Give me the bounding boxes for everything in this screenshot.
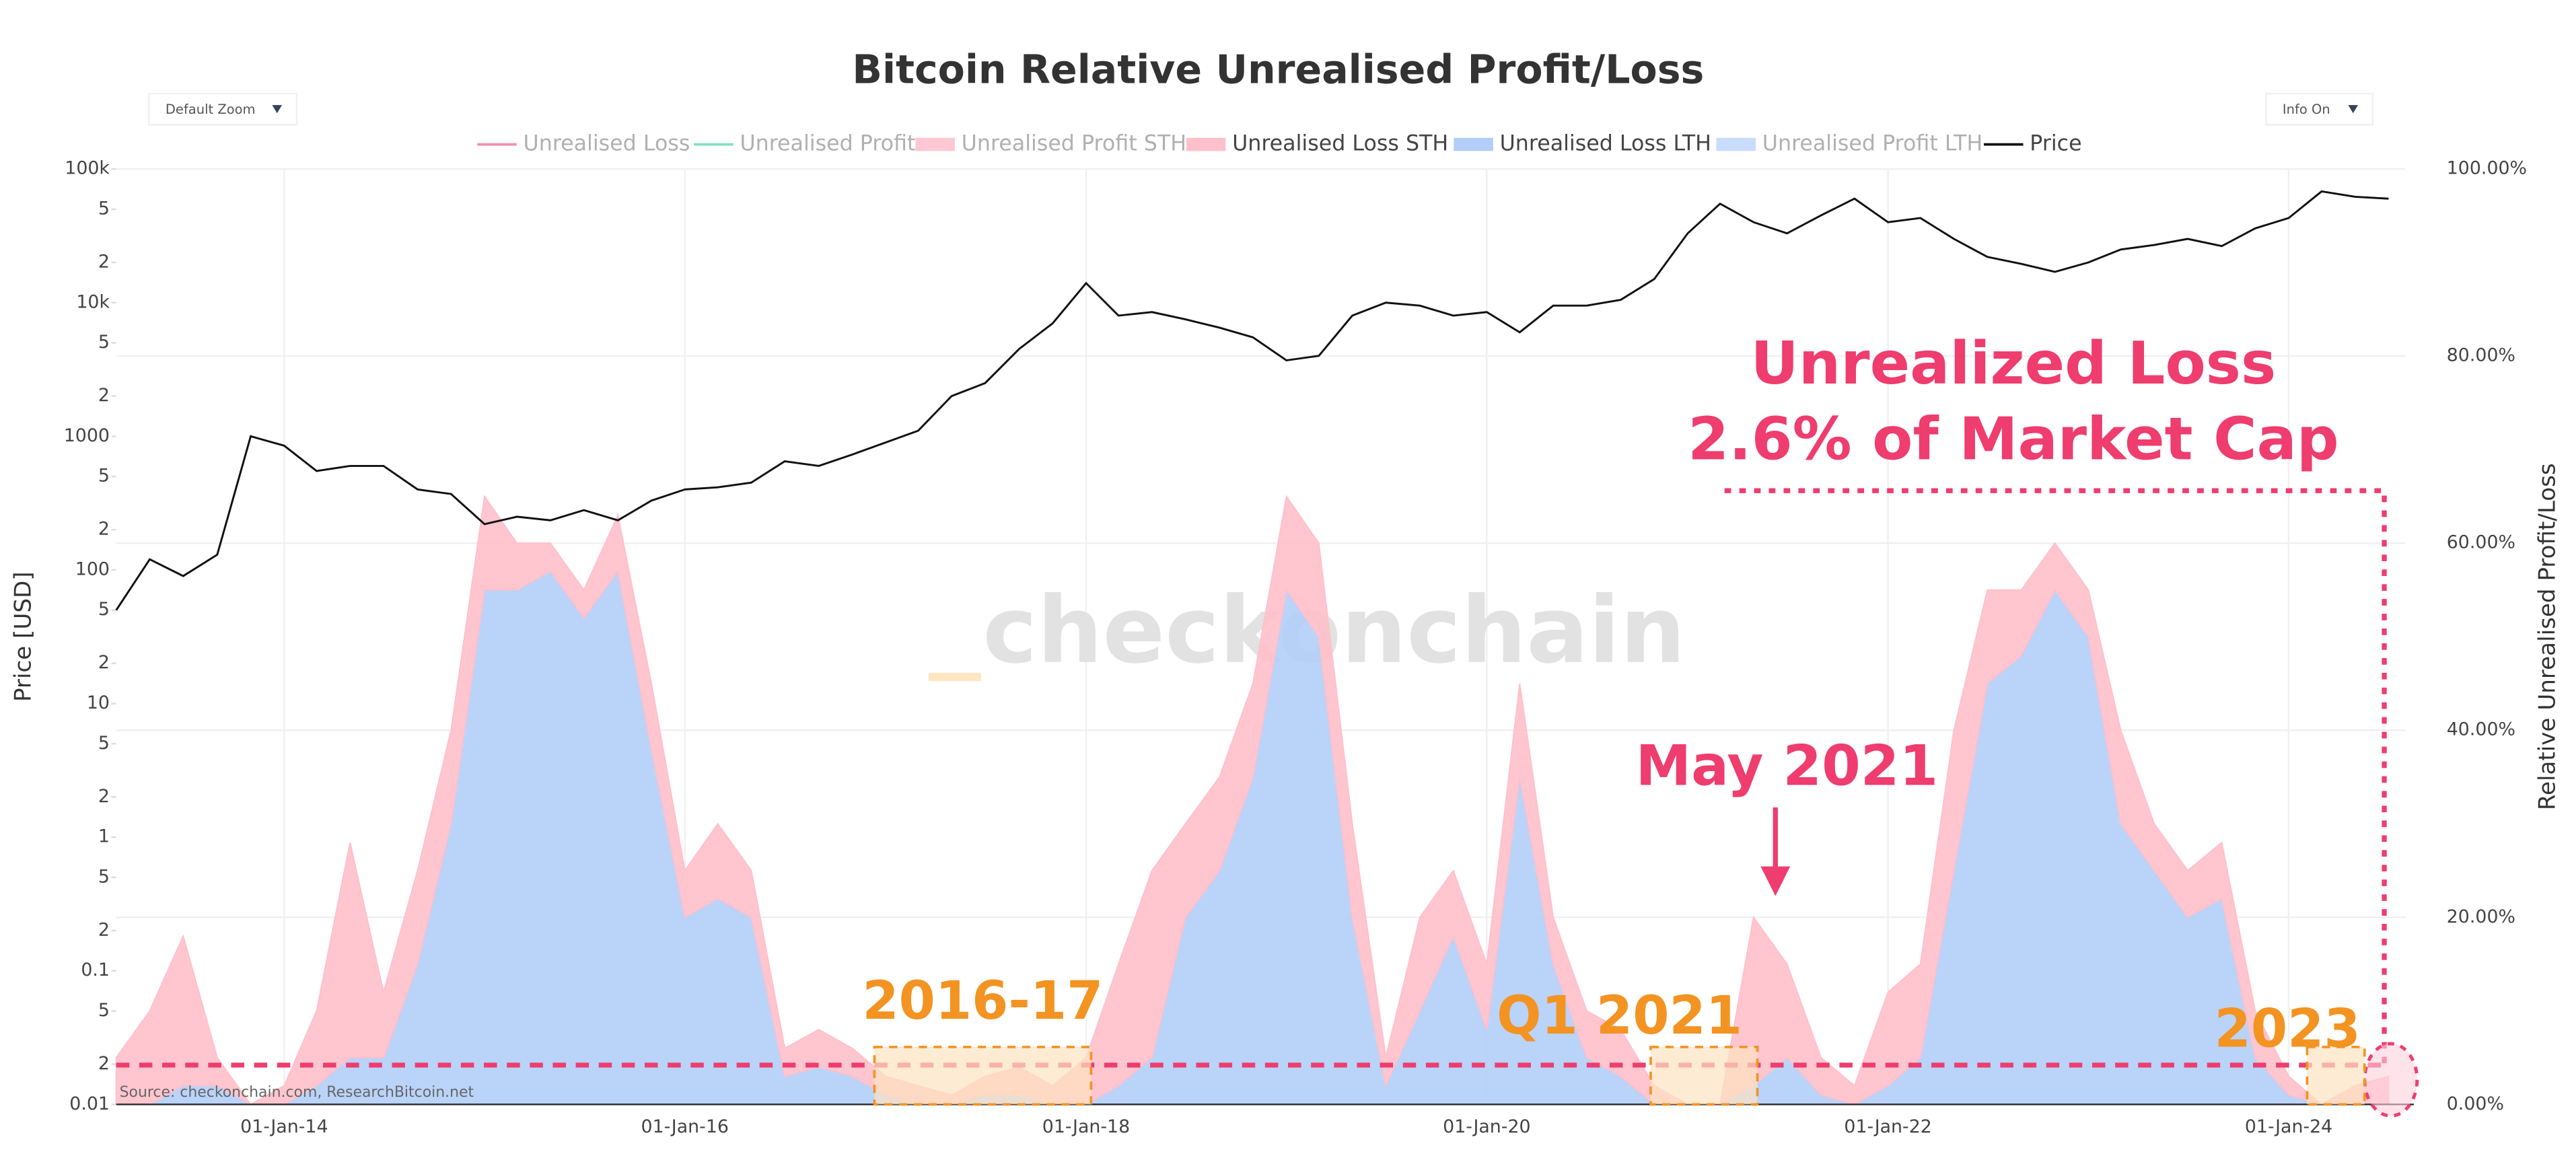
- x-tick-label: 01-Jan-16: [641, 1116, 729, 1137]
- y-tick-label: 2: [98, 251, 110, 272]
- legend-label[interactable]: Unrealised Loss STH: [1232, 132, 1448, 156]
- price-line: [115, 190, 2389, 611]
- watermark-underscore: [928, 672, 981, 682]
- y2-tick-label: 20.00%: [2447, 906, 2515, 927]
- annotation-box: [873, 1046, 1093, 1106]
- y-tick-label: 10k: [76, 291, 110, 312]
- y-tick-label: 2: [98, 385, 110, 406]
- legend-label[interactable]: Unrealised Loss: [524, 132, 690, 156]
- y-tick-label: 2: [98, 519, 110, 540]
- y-tick-label: 10: [87, 692, 110, 713]
- source-note: Source: checkonchain.com, ResearchBitcoi…: [120, 1084, 474, 1101]
- y-tick-label: 100k: [65, 158, 110, 179]
- y-tick-label: 1000: [64, 425, 110, 446]
- y-tick-label: 5: [98, 198, 110, 219]
- chart-title: Bitcoin Relative Unrealised Profit/Loss: [852, 46, 1704, 92]
- x-tick-label: 01-Jan-18: [1042, 1116, 1130, 1137]
- annotation-box: [2305, 1046, 2366, 1106]
- y-axis-title: Price [USD]: [10, 571, 37, 702]
- y2-tick-label: 80.00%: [2447, 345, 2515, 366]
- legend-swatch[interactable]: [1454, 137, 1493, 151]
- annotation: May 2021: [1636, 733, 1939, 799]
- dropdown[interactable]: [148, 92, 298, 126]
- annotation-circle: [2363, 1042, 2419, 1118]
- y-tick-label: 1: [98, 826, 110, 847]
- legend-swatch[interactable]: [915, 137, 955, 151]
- y-tick-label: 5: [98, 866, 110, 887]
- legend-label[interactable]: Unrealised Profit STH: [962, 132, 1186, 156]
- y-tick-label: 2: [98, 652, 110, 673]
- y-tick-label: 5: [98, 733, 110, 754]
- y-tick-label: 0.1: [81, 960, 110, 980]
- y-tick-label: 5: [98, 466, 110, 487]
- y2-tick-label: 0.00%: [2447, 1093, 2504, 1114]
- x-tick-label: 01-Jan-22: [1844, 1116, 1931, 1137]
- x-tick-label: 01-Jan-14: [240, 1116, 328, 1137]
- x-tick-label: 01-Jan-24: [2245, 1116, 2332, 1137]
- legend-swatch[interactable]: [1716, 137, 1756, 151]
- y-tick-label: 100: [75, 559, 110, 579]
- y2-tick-label: 60.00%: [2447, 532, 2515, 553]
- legend-swatch[interactable]: [1186, 137, 1226, 151]
- annotation: Unrealized Loss: [1751, 329, 2277, 398]
- x-tick-label: 01-Jan-20: [1443, 1116, 1530, 1137]
- annotation-box: [1649, 1046, 1759, 1106]
- y-tick-label: 2: [98, 919, 110, 940]
- y2-axis-title: Relative Unrealised Profit/Loss: [2534, 463, 2561, 810]
- dropdown-label[interactable]: Info On: [2283, 102, 2330, 117]
- legend-label[interactable]: Unrealised Profit: [740, 132, 915, 156]
- y-tick-label: 5: [98, 1000, 110, 1021]
- dropdown-caret: [272, 105, 283, 114]
- y-tick-label: 5: [98, 332, 110, 353]
- legend-label[interactable]: Unrealised Profit LTH: [1762, 132, 1983, 156]
- annotation-arrowhead: [1760, 866, 1791, 896]
- y2-tick-label: 100.00%: [2447, 158, 2527, 179]
- y-tick-label: 2: [98, 786, 110, 807]
- dropdown-caret: [2348, 105, 2359, 114]
- y-tick-label: 5: [98, 599, 110, 620]
- y2-tick-label: 40.00%: [2447, 719, 2515, 740]
- y-tick-label: 0.01: [69, 1093, 110, 1114]
- annotation: 2.6% of Market Cap: [1688, 404, 2339, 473]
- annotation: Q1 2021: [1497, 986, 1742, 1046]
- y-tick-label: 2: [98, 1053, 110, 1074]
- annotation: 2016-17: [862, 971, 1103, 1032]
- annotation: 2023: [2215, 999, 2361, 1059]
- legend-label[interactable]: Unrealised Loss LTH: [1500, 132, 1711, 156]
- dropdown-label[interactable]: Default Zoom: [166, 102, 256, 117]
- legend-label[interactable]: Price: [2030, 132, 2081, 156]
